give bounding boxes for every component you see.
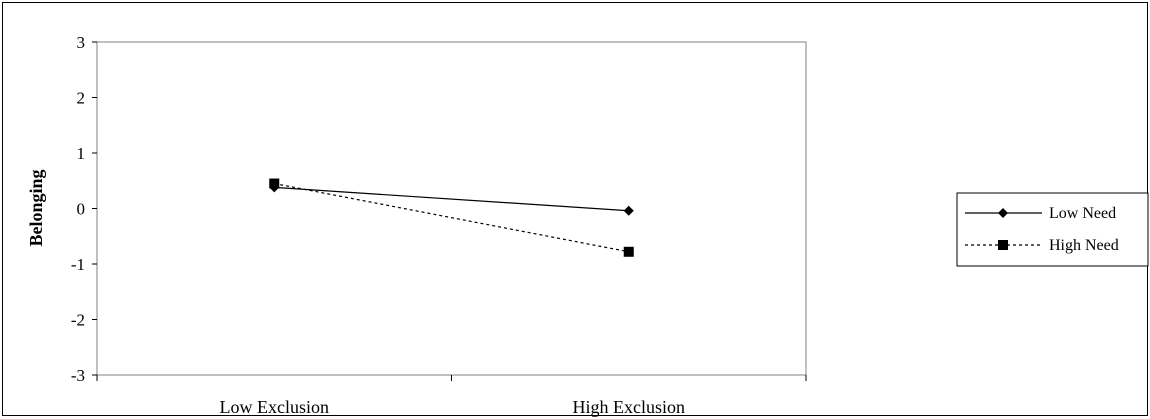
data-point: [269, 178, 280, 189]
legend-label: Low Need: [1049, 205, 1116, 222]
series-high-need: [269, 178, 634, 257]
y-tick-label: -3: [71, 366, 85, 385]
x-category-label: Low Exclusion: [220, 397, 330, 417]
plot-area: [96, 41, 807, 376]
y-tick-label: -2: [71, 311, 85, 330]
legend-item: High Need: [965, 237, 1119, 254]
legend: Low Need High Need: [956, 192, 1149, 267]
series-low-need: [269, 182, 634, 216]
y-tick-label: 0: [77, 200, 86, 219]
series-line: [274, 182, 629, 253]
legend-item: Low Need: [965, 205, 1116, 222]
data-point: [623, 246, 634, 257]
legend-box: [956, 192, 1149, 267]
y-axis-label: Belonging: [26, 169, 46, 246]
y-tick-label: 2: [77, 89, 86, 108]
x-category-label: High Exclusion: [573, 397, 686, 417]
legend-marker: [998, 240, 1008, 250]
series-line: [274, 186, 629, 212]
data-point: [623, 205, 634, 216]
y-tick-label: 3: [77, 33, 86, 52]
y-tick-label: 1: [77, 144, 86, 163]
legend-label: High Need: [1049, 237, 1119, 254]
y-tick-label: -1: [71, 255, 85, 274]
legend-marker: [998, 208, 1008, 218]
